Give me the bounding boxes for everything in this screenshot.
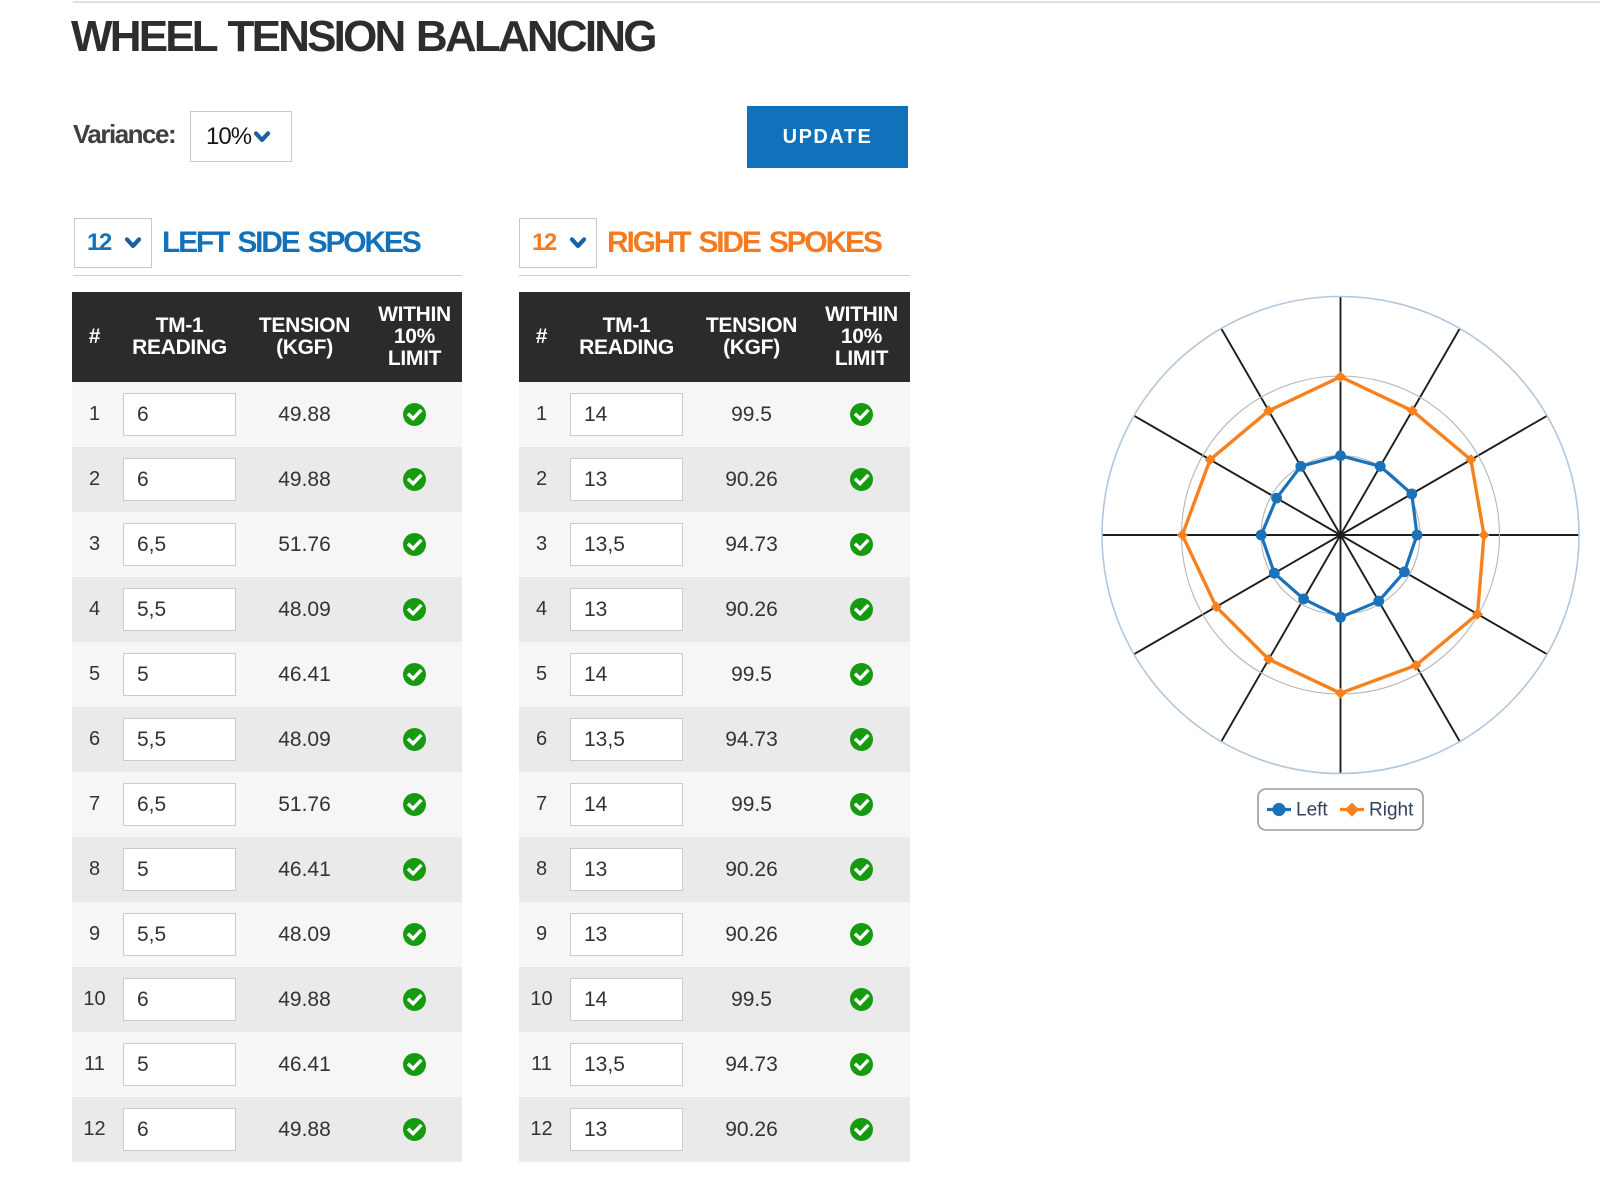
svg-text:Right: Right (1369, 800, 1414, 821)
svg-text:Left: Left (1296, 800, 1328, 821)
